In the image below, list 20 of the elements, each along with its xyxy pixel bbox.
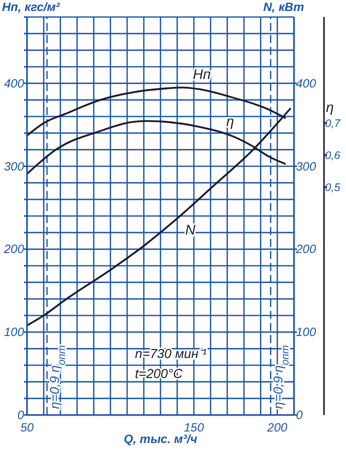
y2-tick-label: 100 <box>296 325 316 340</box>
y-tick-label: 400 <box>4 76 24 90</box>
y3-tick-label: 0,7 <box>325 118 342 130</box>
y-axis-title: Hп, кгс/м² <box>2 0 61 14</box>
y2-tick-label: 400 <box>296 76 316 90</box>
y-tick-label: 200 <box>2 242 24 256</box>
x-axis-title: Q, тыс. м³/ч <box>124 432 198 446</box>
y3-tick-label: 0,6 <box>325 150 342 162</box>
y-tick-label: 0 <box>17 408 24 422</box>
y2-tick-label: 0 <box>296 408 303 422</box>
y2-tick-label: 300 <box>296 159 316 174</box>
y-tick-label: 100 <box>4 325 24 340</box>
x-tick-label: 50 <box>20 420 34 435</box>
x-tick-label: 150 <box>184 420 204 435</box>
y3-axis-title: η <box>326 99 334 115</box>
y2-axis-title: N, кВт <box>263 0 304 14</box>
y2-tick-label: 200 <box>295 242 316 256</box>
y-tick-label: 300 <box>4 159 24 174</box>
x-tick-label: 200 <box>266 420 288 435</box>
y3-tick-label: 0,5 <box>325 182 342 194</box>
